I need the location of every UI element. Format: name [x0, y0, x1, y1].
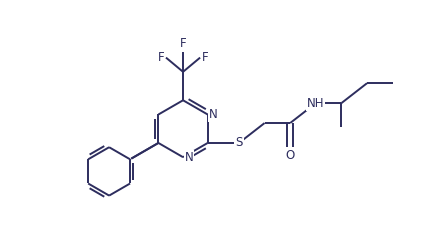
Text: NH: NH: [307, 97, 324, 110]
Text: O: O: [286, 150, 295, 163]
Text: F: F: [180, 38, 187, 50]
Text: F: F: [201, 51, 208, 64]
Text: N: N: [209, 108, 218, 121]
Text: F: F: [158, 51, 165, 64]
Text: H: H: [311, 97, 320, 110]
Text: H: H: [311, 97, 320, 110]
Text: S: S: [235, 136, 243, 150]
Text: N: N: [184, 151, 193, 164]
